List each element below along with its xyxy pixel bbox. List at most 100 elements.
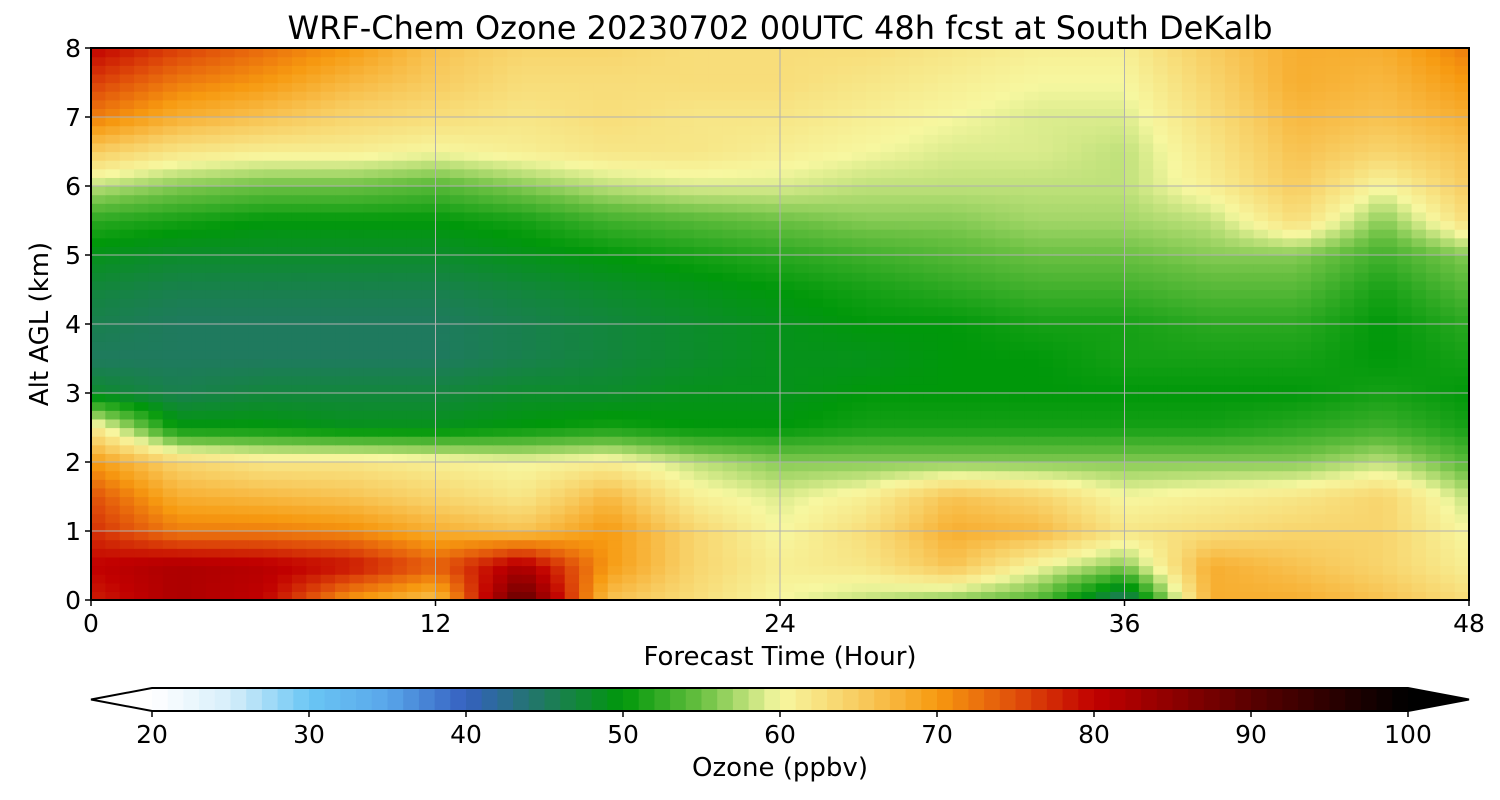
field-cell (177, 427, 193, 437)
field-cell (320, 436, 336, 446)
field-cell (722, 462, 738, 472)
field-cell (579, 203, 594, 213)
field-cell (435, 418, 451, 429)
field-cell (306, 496, 322, 506)
field-cell (1081, 203, 1097, 213)
field-cell (1181, 324, 1197, 334)
field-cell (234, 263, 250, 273)
field-cell (464, 591, 480, 600)
field-cell (1052, 237, 1068, 247)
field-cell (1024, 289, 1039, 299)
field-cell (1110, 582, 1126, 592)
field-cell (306, 315, 322, 325)
field-cell (478, 453, 494, 463)
field-cell (851, 315, 867, 325)
field-cell (507, 505, 523, 515)
field-cell (1124, 160, 1140, 170)
field-cell (248, 263, 264, 273)
field-cell (851, 401, 867, 411)
field-cell (722, 470, 738, 480)
field-cell (535, 470, 551, 480)
field-cell (636, 229, 652, 239)
field-cell (320, 462, 336, 472)
field-cell (593, 280, 609, 291)
field-cell (1397, 272, 1413, 282)
field-cell (636, 401, 652, 411)
field-cell (550, 384, 566, 394)
field-cell (1196, 203, 1212, 213)
field-cell (909, 470, 925, 480)
field-cell (980, 401, 996, 411)
field-cell (1081, 220, 1097, 230)
field-cell (1210, 375, 1226, 385)
field-cell (392, 591, 408, 600)
field-cell (1411, 470, 1427, 480)
field-cell (277, 513, 293, 523)
field-cell (421, 591, 437, 600)
field-cell (780, 263, 795, 273)
field-cell (1311, 496, 1327, 506)
field-cell (478, 324, 494, 334)
field-cell (909, 263, 925, 273)
field-cell (966, 246, 982, 256)
field-cell (478, 479, 494, 489)
field-cell (220, 263, 236, 273)
field-cell (91, 142, 106, 153)
field-cell (650, 177, 666, 187)
field-cell (521, 548, 537, 558)
field-cell (923, 280, 939, 291)
field-cell (650, 505, 666, 515)
field-cell (248, 556, 264, 567)
field-cell (162, 211, 178, 222)
field-cell (1325, 470, 1341, 480)
field-cell (952, 401, 968, 411)
field-cell (1067, 582, 1083, 592)
field-cell (966, 565, 982, 575)
field-cell (708, 375, 724, 385)
field-cell (191, 289, 207, 299)
field-cell (1167, 194, 1183, 204)
field-cell (134, 591, 150, 600)
field-cell (650, 539, 666, 549)
field-cell (593, 229, 609, 239)
field-cell (162, 306, 178, 316)
field-cell (1067, 168, 1083, 178)
field-cell (1153, 444, 1169, 454)
field-cell (550, 341, 566, 351)
field-cell (1024, 298, 1039, 308)
field-cell (535, 306, 551, 316)
field-cell (449, 384, 465, 394)
field-cell (622, 177, 638, 187)
field-cell (1038, 341, 1054, 351)
field-cell (1024, 220, 1039, 230)
field-cell (1196, 160, 1212, 170)
field-cell (693, 582, 709, 592)
field-cell (177, 263, 193, 273)
field-cell (119, 186, 135, 196)
field-cell (1110, 531, 1126, 541)
field-cell (1253, 401, 1269, 411)
field-cell (378, 462, 394, 472)
field-cell (1167, 453, 1183, 463)
field-cell (880, 289, 896, 299)
field-cell (1153, 211, 1169, 222)
field-cell (823, 280, 839, 291)
field-cell (880, 522, 896, 532)
field-cell (1296, 505, 1312, 515)
field-cell (736, 539, 752, 549)
field-cell (1268, 548, 1283, 558)
field-cell (1296, 556, 1312, 567)
field-cell (722, 487, 738, 498)
field-cell (995, 436, 1011, 446)
field-cell (579, 436, 594, 446)
field-cell (564, 418, 580, 429)
field-cell (392, 324, 408, 334)
field-cell (1196, 289, 1212, 299)
field-cell (177, 246, 193, 256)
field-cell (363, 315, 379, 325)
field-cell (91, 462, 106, 472)
field-cell (1196, 444, 1212, 454)
field-cell (1110, 522, 1126, 532)
field-cell (1210, 436, 1226, 446)
field-cell (349, 496, 365, 506)
